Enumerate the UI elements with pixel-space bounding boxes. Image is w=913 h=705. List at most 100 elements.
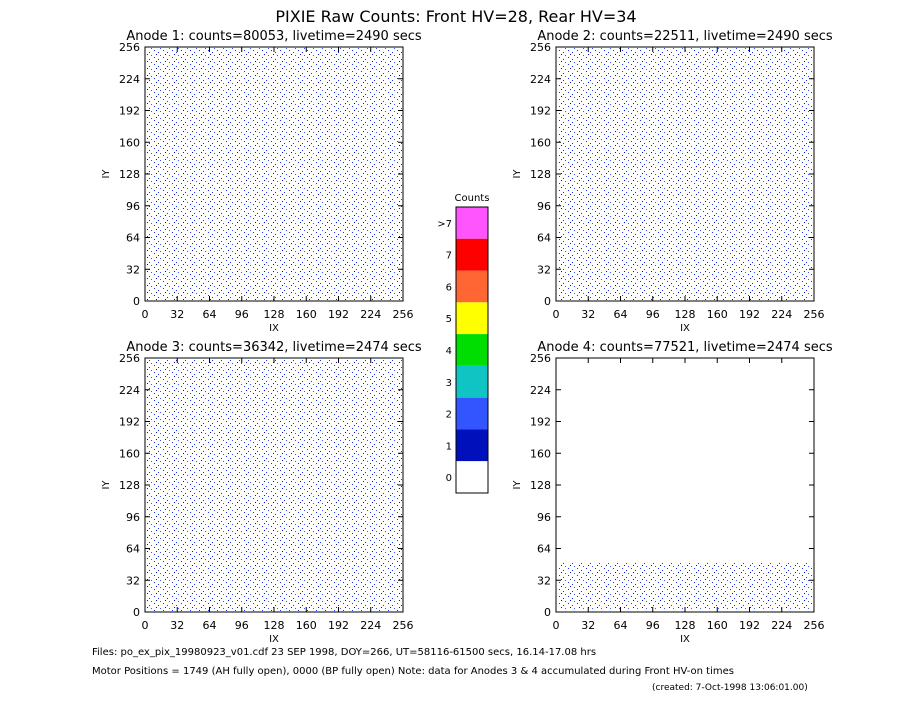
y-tick-label: 224 [119,384,140,397]
panels: Anode 1: counts=80053, livetime=2490 sec… [101,29,833,645]
panel: Anode 1: counts=80053, livetime=2490 sec… [101,29,422,334]
x-tick-label: 64 [614,619,628,632]
y-tick-label: 64 [126,232,140,245]
x-tick-label: 192 [328,619,349,632]
image-texture [146,48,402,300]
x-tick-label: 256 [804,308,825,321]
colorbar-label: 6 [446,282,452,293]
y-tick-label: 32 [126,263,140,276]
panel-title: Anode 1: counts=80053, livetime=2490 sec… [126,29,422,44]
y-tick-label: 160 [530,136,551,149]
colorbar-label: 4 [446,346,452,357]
image-texture [558,562,812,610]
y-tick-label: 192 [530,416,551,429]
colorbar-swatch [456,365,488,398]
x-tick-label: 128 [264,308,285,321]
x-tick-label: 256 [393,619,414,632]
y-tick-label: 96 [126,200,140,213]
x-tick-label: 32 [581,619,595,632]
y-axis-label: IY [101,169,112,179]
x-tick-label: 0 [142,308,149,321]
image-texture [557,48,813,300]
colorbar-label: 5 [446,314,452,325]
x-tick-label: 96 [235,308,249,321]
y-tick-label: 192 [530,105,551,118]
y-tick-label: 160 [119,447,140,460]
y-tick-label: 96 [537,511,551,524]
colorbar-label: 3 [446,378,452,389]
colorbar-label: 2 [446,410,452,421]
x-tick-label: 0 [142,619,149,632]
panel: Anode 2: counts=22511, livetime=2490 sec… [512,29,833,334]
y-tick-label: 0 [133,606,140,619]
chart-title: PIXIE Raw Counts: Front HV=28, Rear HV=3… [275,7,636,26]
x-tick-label: 128 [264,619,285,632]
x-tick-label: 96 [235,619,249,632]
y-tick-label: 0 [544,295,551,308]
y-tick-label: 224 [530,73,551,86]
x-tick-label: 96 [646,308,660,321]
x-tick-label: 256 [393,308,414,321]
y-tick-label: 96 [126,511,140,524]
y-tick-label: 256 [530,41,551,54]
y-tick-label: 256 [119,352,140,365]
x-tick-label: 32 [170,308,184,321]
y-tick-label: 224 [530,384,551,397]
y-tick-label: 96 [537,200,551,213]
x-axis-label: IX [269,634,279,645]
x-tick-label: 224 [771,619,792,632]
y-tick-label: 128 [119,168,140,181]
panel-title: Anode 4: counts=77521, livetime=2474 sec… [537,340,833,355]
y-axis-label: IY [512,480,523,490]
y-tick-label: 256 [119,41,140,54]
y-tick-label: 0 [133,295,140,308]
y-tick-label: 32 [537,263,551,276]
y-tick-label: 160 [530,447,551,460]
y-axis-label: IY [512,169,523,179]
footer-files: Files: po_ex_pix_19980923_v01.cdf 23 SEP… [92,647,596,658]
x-axis-label: IX [680,323,690,334]
y-tick-label: 64 [537,232,551,245]
colorbar: Counts >7 7 6 5 4 3 2 1 0 [437,193,490,494]
x-tick-label: 0 [553,308,560,321]
x-tick-label: 128 [675,308,696,321]
x-tick-label: 32 [170,619,184,632]
x-tick-label: 64 [203,308,217,321]
x-tick-label: 0 [553,619,560,632]
colorbar-swatch [456,397,488,430]
x-tick-label: 256 [804,619,825,632]
y-tick-label: 256 [530,352,551,365]
x-tick-label: 160 [296,619,317,632]
x-tick-label: 160 [296,308,317,321]
colorbar-label: 0 [446,473,452,484]
y-tick-label: 128 [119,479,140,492]
y-tick-label: 32 [126,574,140,587]
colorbar-title: Counts [455,193,490,204]
y-tick-label: 0 [544,606,551,619]
colorbar-swatch [456,270,488,303]
panel-title: Anode 3: counts=36342, livetime=2474 sec… [126,340,422,355]
x-tick-label: 64 [614,308,628,321]
image-texture [146,359,402,611]
x-tick-label: 128 [675,619,696,632]
footer-motor: Motor Positions = 1749 (AH fully open), … [92,666,734,677]
panel: Anode 3: counts=36342, livetime=2474 sec… [101,340,422,645]
colorbar-label: 1 [446,441,452,452]
y-axis-label: IY [101,480,112,490]
y-tick-label: 192 [119,416,140,429]
colorbar-label: 7 [446,251,452,262]
x-tick-label: 224 [360,619,381,632]
x-tick-label: 192 [328,308,349,321]
x-tick-label: 32 [581,308,595,321]
colorbar-swatch [456,302,488,335]
x-tick-label: 160 [707,308,728,321]
y-tick-label: 64 [537,543,551,556]
x-tick-label: 64 [203,619,217,632]
colorbar-label: >7 [437,219,452,230]
colorbar-swatch [456,429,488,462]
x-tick-label: 96 [646,619,660,632]
colorbar-swatch [456,207,488,239]
y-tick-label: 192 [119,105,140,118]
x-tick-label: 192 [739,308,760,321]
x-tick-label: 224 [771,308,792,321]
